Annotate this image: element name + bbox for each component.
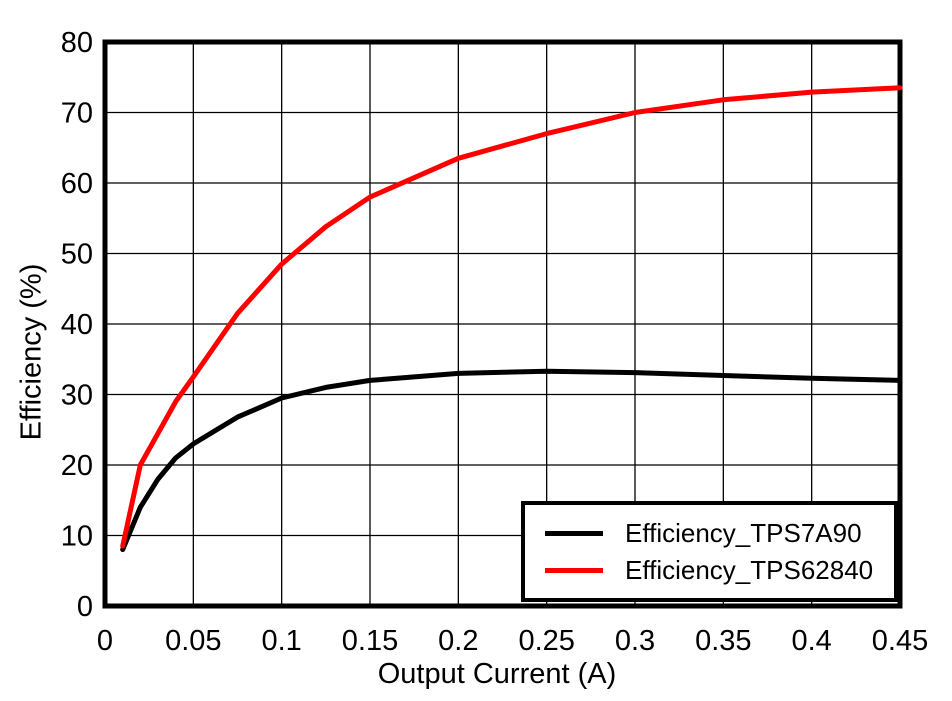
x-tick-label: 0.25	[518, 625, 574, 657]
x-tick-label: 0.1	[262, 625, 302, 657]
legend-item: Efficiency_TPS62840	[545, 555, 894, 585]
legend-label: Efficiency_TPS62840	[625, 554, 874, 585]
y-tick-label: 70	[61, 98, 93, 130]
x-tick-label: 0.35	[695, 625, 751, 657]
y-axis-title: Efficiency (%)	[15, 263, 48, 441]
legend-item: Efficiency_TPS7A90	[545, 518, 894, 548]
y-tick-label: 60	[61, 168, 93, 200]
x-tick-label: 0	[97, 625, 113, 657]
x-tick-label: 0.15	[342, 625, 398, 657]
series-line	[120, 85, 903, 549]
y-tick-label: 50	[61, 239, 93, 271]
legend-line-sample-black	[545, 530, 603, 536]
legend-label: Efficiency_TPS7A90	[625, 517, 862, 548]
y-tick-label: 40	[61, 309, 93, 341]
y-tick-label: 80	[61, 27, 93, 59]
x-tick-label: 0.05	[165, 625, 221, 657]
y-tick-label: 20	[61, 450, 93, 482]
y-tick-label: 10	[61, 521, 93, 553]
y-tick-label: 0	[77, 591, 93, 623]
plot-border	[102, 39, 903, 609]
x-tick-label: 0.2	[438, 625, 478, 657]
legend: Efficiency_TPS7A90 Efficiency_TPS62840	[521, 501, 898, 602]
x-tick-label: 0.4	[792, 625, 832, 657]
y-tick-label: 30	[61, 380, 93, 412]
x-tick-label: 0.3	[615, 625, 655, 657]
x-tick-label: 0.45	[872, 625, 928, 657]
series-line	[120, 368, 903, 553]
legend-line-sample-red	[545, 567, 603, 573]
x-axis-title: Output Current (A)	[377, 658, 617, 690]
